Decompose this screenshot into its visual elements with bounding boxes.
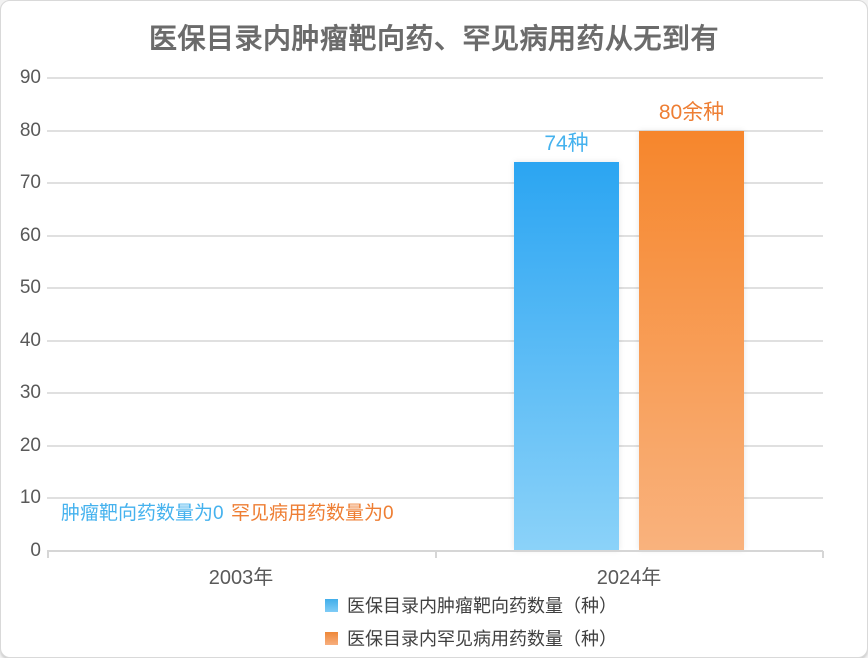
gridline-60 <box>47 234 823 237</box>
y-axis-label-20: 20 <box>19 434 41 456</box>
y-axis-label-70: 70 <box>19 172 41 194</box>
y-axis-label-90: 90 <box>19 67 41 88</box>
bar-tumor-2024 <box>514 162 619 550</box>
legend-item-tumor: 医保目录内肿瘤靶向药数量（种） <box>325 592 617 618</box>
y-axis-label-80: 80 <box>19 119 41 141</box>
gridline-70 <box>47 182 823 185</box>
legend-swatch-blue-icon <box>325 598 338 612</box>
y-axis-label-30: 30 <box>19 382 41 404</box>
gridline-10 <box>47 497 823 500</box>
bar-rare-2024 <box>639 130 744 550</box>
chart-title: 医保目录内肿瘤靶向药、罕见病用药从无到有 <box>148 23 719 54</box>
bar-value-label-rare: 80余种 <box>658 100 725 124</box>
gridline-90 <box>47 77 823 79</box>
x-axis-tick-2 <box>822 551 824 558</box>
gridline-40 <box>47 339 823 342</box>
y-axis-label-60: 60 <box>19 224 41 246</box>
annotation-tumor-zero: 肿瘤靶向药数量为0 <box>61 503 224 524</box>
x-axis-tick-0 <box>47 551 49 558</box>
x-axis-label-2003: 2003年 <box>208 567 274 589</box>
y-axis-label-40: 40 <box>19 329 41 351</box>
legend-label-tumor: 医保目录内肿瘤靶向药数量（种） <box>347 596 617 616</box>
legend-swatch-orange-icon <box>325 631 338 645</box>
gridline-80 <box>47 129 823 132</box>
y-axis-label-0: 0 <box>30 540 41 561</box>
legend-item-rare: 医保目录内罕见病用药数量（种） <box>325 625 617 651</box>
x-axis-label-2024: 2024年 <box>596 567 662 589</box>
annotation-rare-zero: 罕见病用药数量为0 <box>231 503 394 524</box>
y-axis-label-50: 50 <box>19 277 41 299</box>
gridline-20 <box>47 444 823 447</box>
x-axis-tick-1 <box>435 551 437 558</box>
legend: 医保目录内肿瘤靶向药数量（种） 医保目录内罕见病用药数量（种） <box>325 592 617 651</box>
y-axis-label-10: 10 <box>19 487 41 509</box>
bar-value-label-tumor: 74种 <box>544 132 589 156</box>
legend-label-rare: 医保目录内罕见病用药数量（种） <box>347 629 617 649</box>
gridline-50 <box>47 287 823 290</box>
gridline-30 <box>47 392 823 395</box>
